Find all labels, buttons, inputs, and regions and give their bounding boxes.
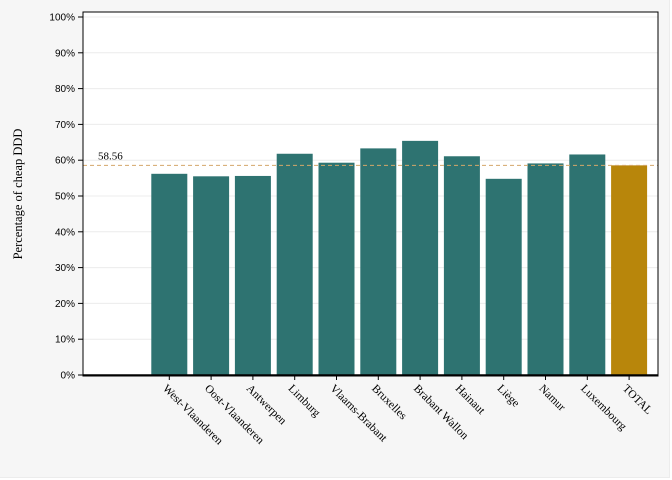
bars bbox=[151, 140, 648, 375]
y-tick-label: 10% bbox=[55, 335, 75, 346]
bar bbox=[318, 162, 355, 375]
y-tick-label: 50% bbox=[55, 192, 75, 203]
bar bbox=[527, 163, 564, 375]
y-tick-label: 30% bbox=[55, 263, 75, 274]
bar bbox=[276, 153, 313, 375]
y-tick-label: 80% bbox=[55, 84, 75, 95]
x-tick-label: Hainaut bbox=[453, 383, 488, 418]
y-tick-label: 20% bbox=[55, 299, 75, 310]
bar bbox=[402, 140, 439, 375]
bar bbox=[193, 176, 230, 375]
bar bbox=[611, 165, 648, 375]
bar bbox=[151, 173, 188, 375]
axes bbox=[82, 11, 659, 377]
y-axis-title: Percentage of cheap DDD bbox=[11, 129, 25, 260]
y-tick-label: 100% bbox=[49, 13, 75, 24]
bar bbox=[443, 156, 480, 375]
y-axis-ticks: 0% 10% 20% 30% 40% 50% 60% 70% 80% 90% 100% bbox=[49, 13, 83, 382]
y-tick-label: 0% bbox=[61, 371, 76, 382]
y-tick-label: 60% bbox=[55, 156, 75, 167]
plot-border bbox=[82, 11, 659, 377]
reference-line: 58.56 bbox=[83, 150, 658, 166]
bar bbox=[234, 175, 271, 375]
reference-line-label: 58.56 bbox=[98, 150, 123, 162]
y-tick-label: 70% bbox=[55, 120, 75, 131]
x-tick-label: Bruxelles bbox=[369, 383, 409, 423]
y-tick-label: 40% bbox=[55, 227, 75, 238]
x-tick-label: Antwerpen bbox=[244, 383, 289, 428]
bar bbox=[360, 148, 397, 375]
x-tick-label: Namur bbox=[536, 383, 567, 414]
x-tick-label: Limburg bbox=[286, 383, 323, 420]
bar bbox=[485, 178, 522, 375]
bar bbox=[569, 154, 606, 375]
x-tick-label: TOTAL bbox=[620, 383, 654, 417]
x-tick-label: Liège bbox=[495, 383, 522, 410]
x-axis-ticks: West-VlaanderenOost-VlaanderenAntwerpenL… bbox=[160, 375, 654, 448]
y-tick-label: 90% bbox=[55, 48, 75, 59]
